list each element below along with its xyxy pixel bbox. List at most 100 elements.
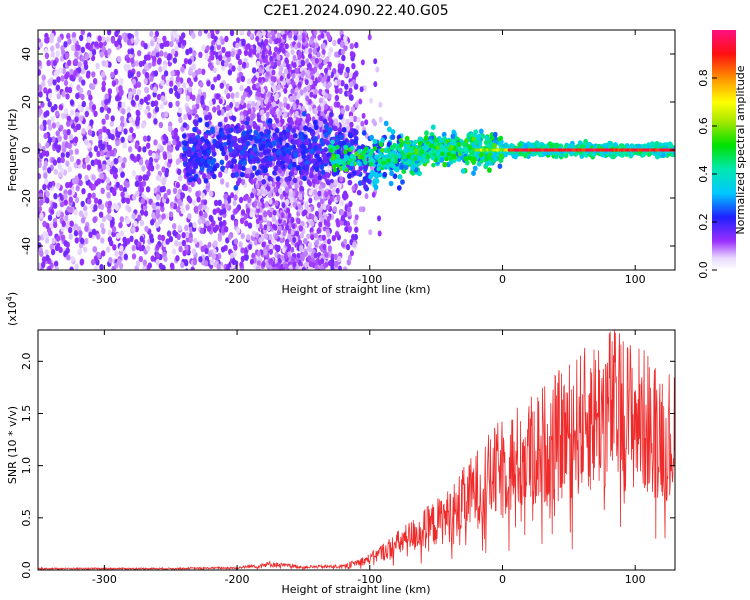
heatmap-cell: [175, 75, 181, 83]
heatmap-cell: [321, 48, 326, 55]
heatmap-cell: [38, 41, 43, 49]
heatmap-cell: [131, 212, 136, 220]
heatmap-cell: [144, 225, 149, 233]
heatmap-cell: [331, 188, 336, 196]
heatmap-cell: [185, 95, 190, 102]
heatmap-cell: [292, 54, 297, 61]
heatmap-cell: [55, 84, 61, 91]
heatmap-cell: [45, 197, 50, 204]
heatmap-cell: [172, 57, 178, 64]
heatmap-cell: [349, 115, 354, 123]
heatmap-cell: [106, 107, 112, 114]
heatmap-cell: [472, 165, 478, 172]
heatmap-cell: [313, 189, 318, 196]
heatmap-cell: [249, 258, 254, 265]
heatmap-cell: [106, 165, 111, 172]
heatmap-cell: [231, 65, 236, 72]
heatmap-cell: [138, 255, 143, 263]
heatmap-cell: [350, 106, 356, 113]
heatmap-cell: [246, 167, 251, 174]
heatmap-cell: [278, 110, 282, 117]
heatmap-cell: [61, 90, 66, 98]
heatmap-cell: [210, 32, 215, 39]
heatmap-cell: [84, 174, 89, 182]
heatmap-cell: [233, 208, 238, 215]
heatmap-cell: [297, 42, 302, 49]
heatmap-cell: [255, 232, 259, 239]
heatmap-cell: [220, 165, 226, 171]
heatmap-cell: [326, 172, 331, 179]
heatmap-cell: [113, 158, 119, 165]
heatmap-cell: [292, 133, 298, 139]
heatmap-cell: [279, 236, 284, 244]
heatmap-cell: [209, 215, 214, 223]
heatmap-cell: [157, 57, 162, 64]
heatmap-cell: [302, 175, 307, 182]
heatmap-cell: [223, 193, 228, 200]
heatmap-cell: [81, 128, 86, 135]
heatmap-cell: [275, 117, 280, 124]
heatmap-cell: [188, 47, 193, 54]
heatmap-cell: [50, 32, 55, 40]
heatmap-cell: [332, 206, 338, 213]
heatmap-cell: [335, 187, 340, 194]
heatmap-cell: [295, 68, 300, 75]
heatmap-cell: [96, 233, 101, 240]
heatmap-cell: [152, 86, 158, 93]
heatmap-cell: [211, 173, 217, 180]
heatmap-cell: [44, 52, 50, 59]
heatmap-cell: [256, 60, 261, 67]
heatmap-cell: [79, 34, 84, 42]
heatmap-cell: [122, 157, 127, 164]
heatmap-cell: [131, 88, 137, 95]
heatmap-cell: [225, 51, 230, 58]
heatmap-cell: [390, 129, 396, 135]
heatmap-cell: [233, 238, 239, 245]
heatmap-cell: [247, 108, 252, 115]
heatmap-cell: [274, 200, 279, 207]
heatmap-cell: [191, 63, 197, 71]
heatmap-cell: [269, 259, 274, 266]
heatmap-cell: [335, 101, 341, 108]
heatmap-cell: [267, 175, 273, 182]
heatmap-cell: [178, 116, 183, 124]
heatmap-cell: [123, 128, 128, 135]
heatmap-cell: [74, 237, 80, 244]
heatmap-cell: [368, 229, 373, 236]
heatmap-cell: [297, 81, 302, 88]
heatmap-cell: [67, 38, 72, 45]
heatmap-cell: [321, 234, 326, 241]
heatmap-cell: [257, 201, 262, 208]
heatmap-cell: [191, 248, 197, 255]
heatmap-cell: [67, 189, 73, 196]
heatmap-cell: [347, 206, 351, 213]
heatmap-cell: [143, 43, 148, 50]
heatmap-cell: [91, 71, 96, 78]
heatmap-cell: [144, 71, 149, 79]
heatmap-cell: [59, 55, 65, 62]
heatmap-cell: [285, 224, 290, 231]
heatmap-cell: [74, 148, 80, 155]
heatmap-cell: [101, 36, 106, 43]
heatmap-cell: [45, 254, 50, 261]
heatmap-cell: [270, 108, 275, 115]
heatmap-cell: [99, 203, 105, 210]
heatmap-cell: [231, 115, 237, 122]
heatmap-cell: [106, 30, 112, 36]
heatmap-cell: [345, 243, 351, 251]
heatmap-cell: [147, 164, 152, 172]
heatmap-cell: [38, 143, 42, 150]
heatmap-cell: [168, 235, 174, 243]
heatmap-cell: [212, 67, 217, 74]
heatmap-cell: [60, 156, 65, 164]
heatmap-cell: [150, 40, 155, 47]
heatmap-cell: [327, 69, 332, 76]
heatmap-cell: [265, 65, 270, 72]
heatmap-cell: [65, 182, 70, 189]
heatmap-cell: [59, 124, 64, 132]
heatmap-cell: [213, 199, 219, 207]
heatmap-cell: [49, 222, 54, 229]
heatmap-cell: [122, 142, 127, 149]
heatmap-cell: [131, 170, 137, 177]
heatmap-cell: [127, 134, 133, 142]
